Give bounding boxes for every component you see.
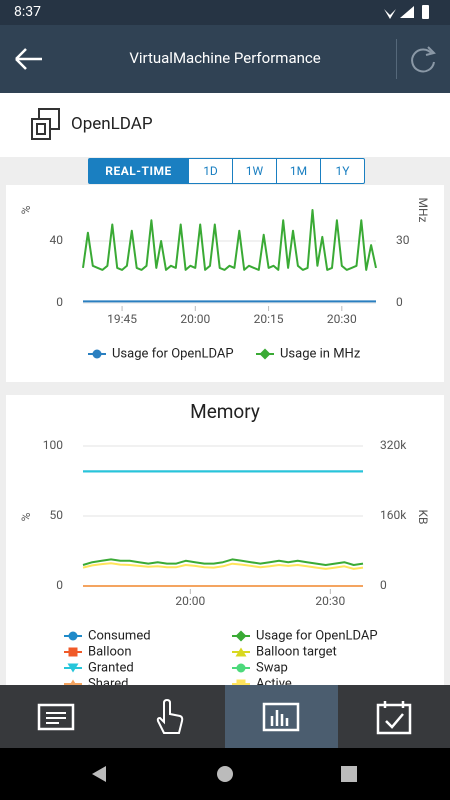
x-tick-label: 20:30 <box>315 594 345 608</box>
range-tab[interactable]: 1Y <box>320 159 364 183</box>
y2-tick-label: 30 <box>396 233 410 247</box>
legend-label: Usage for OpenLDAP <box>256 628 378 643</box>
legend-marker <box>92 349 102 359</box>
legend-label: Balloon target <box>256 644 337 659</box>
range-tab[interactable]: 1M <box>276 159 320 183</box>
vm-icon <box>31 108 60 140</box>
y2-tick-label: 320k <box>380 438 407 452</box>
divider <box>396 39 397 79</box>
legend-marker <box>235 630 247 642</box>
y2-axis-label: MHz <box>416 198 430 223</box>
legend-label: Balloon <box>88 644 132 659</box>
legend-marker <box>236 663 246 673</box>
chart-title: Memory <box>190 400 260 423</box>
y-tick-label: 0 <box>56 295 63 309</box>
cpu-card <box>6 185 444 382</box>
actions-tab[interactable] <box>113 685 226 748</box>
y-tick-label: 0 <box>56 578 63 592</box>
memory-card <box>6 395 444 690</box>
status-icons <box>384 5 429 19</box>
y2-tick-label: 160k <box>380 508 407 522</box>
range-tab[interactable]: 1D <box>188 159 232 183</box>
y-axis-label: % <box>19 205 33 214</box>
y2-tick-label: 0 <box>380 578 387 592</box>
range-tabs: REAL-TIME 1D 1W 1M 1Y <box>88 158 365 184</box>
tasks-tab[interactable] <box>338 685 450 748</box>
range-tab[interactable]: REAL-TIME <box>89 159 188 183</box>
y-tick-label: 100 <box>43 438 63 452</box>
y-axis-label: % <box>19 512 33 521</box>
refresh-button[interactable] <box>406 42 440 76</box>
vm-row: OpenLDAP <box>0 93 450 157</box>
x-tick-label: 20:30 <box>327 312 357 326</box>
legend-label: Usage in MHz <box>280 346 361 361</box>
system-nav <box>0 748 450 800</box>
summary-tab[interactable] <box>0 685 113 748</box>
status-bar: 8:37 <box>0 0 450 25</box>
x-tick-label: 20:15 <box>254 312 284 326</box>
legend-label: Consumed <box>88 628 151 643</box>
legend-marker <box>236 679 246 689</box>
vm-name: OpenLDAP <box>71 114 153 134</box>
back-button[interactable] <box>10 39 50 79</box>
y2-axis-label: KB <box>416 509 430 524</box>
x-tick-label: 20:00 <box>175 594 205 608</box>
legend-marker <box>235 647 247 657</box>
legend-marker <box>68 631 78 641</box>
legend-marker <box>259 348 271 360</box>
x-tick-label: 20:00 <box>180 312 210 326</box>
performance-tab[interactable] <box>225 685 338 748</box>
header-title: VirtualMachine Performance <box>129 49 321 67</box>
y2-tick-label: 0 <box>396 295 403 309</box>
legend-label: Granted <box>88 660 134 675</box>
legend-marker <box>68 647 78 657</box>
series-line <box>82 209 377 271</box>
y-tick-label: 50 <box>50 508 64 522</box>
range-tab[interactable]: 1W <box>232 159 276 183</box>
legend-label: Usage for OpenLDAP <box>112 346 234 361</box>
y-tick-label: 40 <box>50 233 64 247</box>
series-line <box>82 558 364 566</box>
series-line <box>82 562 364 570</box>
x-tick-label: 19:45 <box>107 312 137 326</box>
legend-label: Swap <box>256 660 288 675</box>
bottom-nav <box>0 685 450 748</box>
app-header: VirtualMachine Performance <box>0 25 450 93</box>
legend-marker <box>67 663 79 673</box>
status-time: 8:37 <box>14 4 41 20</box>
